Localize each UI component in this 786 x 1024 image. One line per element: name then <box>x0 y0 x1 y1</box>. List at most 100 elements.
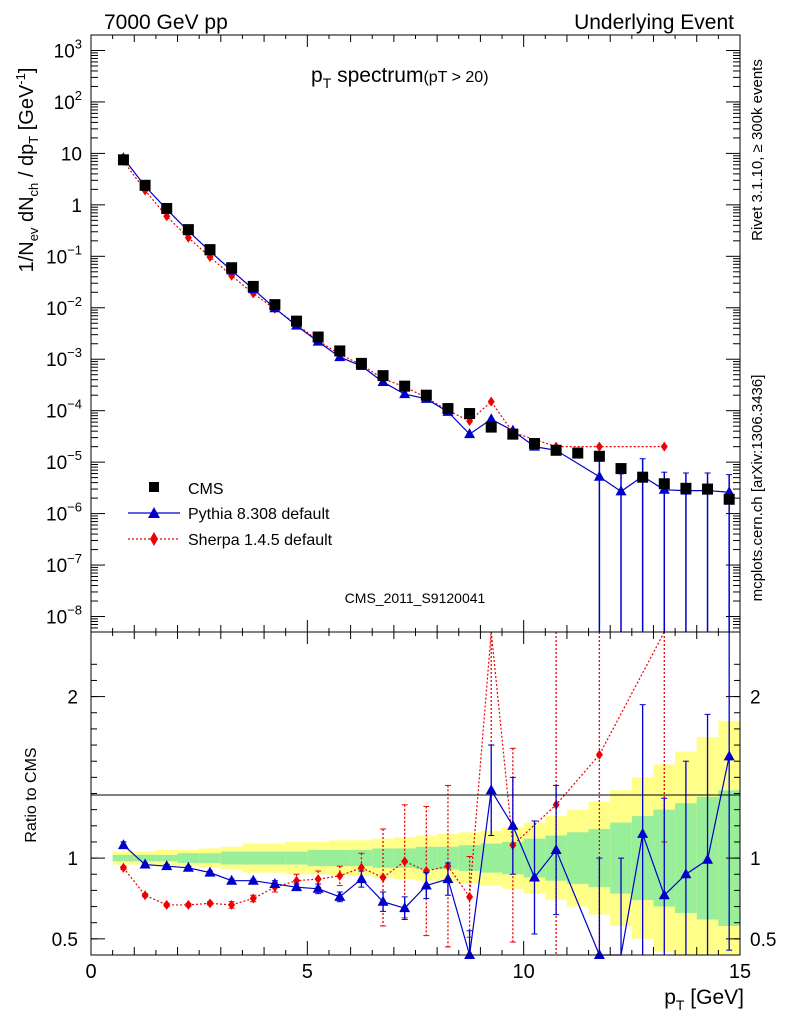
ytick-ratio-label-right: 2 <box>750 688 761 709</box>
pythia-ratio-point <box>593 949 605 959</box>
sherpa-line <box>122 160 665 448</box>
pythia-point <box>593 470 605 481</box>
pythia-ratio-point <box>442 873 454 884</box>
cms-point <box>226 262 238 274</box>
pythia-point <box>485 413 497 424</box>
ratio-band-inner <box>415 846 438 870</box>
cms-point <box>485 421 497 433</box>
sherpa-ratio-point <box>379 872 387 883</box>
legend-marker-sherpa <box>150 532 158 546</box>
pythia-point <box>464 428 476 439</box>
cms-point <box>615 463 627 475</box>
cms-point <box>182 224 194 236</box>
cms-point <box>399 380 411 392</box>
ytick-main-label: 102 <box>54 88 82 114</box>
ytick-main-label: 103 <box>54 36 82 62</box>
pythia-ratio-point <box>550 844 562 855</box>
ytick-main-label: 10 <box>61 144 82 165</box>
sherpa-point <box>206 251 214 262</box>
xtick-label: 0 <box>85 961 96 983</box>
sherpa-point <box>595 441 603 452</box>
cms-point <box>355 357 367 369</box>
xtick-label: 10 <box>513 961 535 983</box>
ratio-band-inner <box>177 853 200 863</box>
main-yaxis-label-text: 1/Nev dNch / dpT [GeV-1] <box>13 68 41 273</box>
ytick-main-label: 1 <box>71 196 82 217</box>
xaxis-label: pT [GeV] <box>664 986 744 1013</box>
cms-point <box>204 244 216 256</box>
cms-point <box>377 370 389 382</box>
pythia-point <box>723 486 735 497</box>
pythia-ratio-point <box>269 877 281 888</box>
cms-point <box>420 389 432 401</box>
pythia-ratio-point <box>702 853 714 864</box>
sherpa-ratio-point <box>357 862 365 873</box>
pythia-ratio-point <box>117 839 129 850</box>
pythia-ratio-point <box>637 827 649 838</box>
ratio-band-inner <box>264 851 286 865</box>
legend: CMS Pythia 8.308 default Sherpa 1.4.5 de… <box>128 481 333 549</box>
cms-point <box>658 478 670 490</box>
ratio-panel: 2 2 1 1 0.5 0.5 Ratio to CMS <box>23 631 776 959</box>
plot-title: pT spectrum(pT > 20) <box>311 64 489 91</box>
sherpa-ratio-point <box>595 749 603 760</box>
cms-point <box>269 299 281 311</box>
main-panel: 10310210110−110−210−310−410−510−610−710−… <box>13 34 741 633</box>
xaxis-label-rest: [GeV] <box>684 986 744 1009</box>
pythia-ratio-point <box>485 784 497 795</box>
rivet-note: Rivet 3.1.10, ≥ 300k events <box>749 59 766 241</box>
cms-point <box>680 482 692 494</box>
pythia-ratio-point <box>377 895 389 906</box>
sherpa-ratio-point <box>206 898 214 909</box>
sherpa-point <box>487 396 495 407</box>
ytick-ratio-label-right: 1 <box>750 849 761 870</box>
pythia-point <box>615 485 627 496</box>
pythia-ratio-point <box>226 874 238 885</box>
pythia-ratio-point <box>161 860 173 871</box>
cms-point <box>507 428 519 440</box>
ratio-band-inner <box>112 854 135 862</box>
pythia-ratio-point <box>355 873 367 884</box>
pythia-ratio-point <box>399 902 411 913</box>
pythia-ratio-point <box>464 949 476 959</box>
legend-marker-pythia <box>148 507 160 518</box>
ytick-main-label: 10−7 <box>46 551 82 577</box>
mcplots-note: mcplots.cern.ch [arXiv:1306.3436] <box>749 375 766 602</box>
pythia-ratio-point <box>204 866 216 877</box>
ratio-band-inner <box>480 843 503 873</box>
pythia-ratio-point <box>658 889 670 900</box>
legend-label-pythia: Pythia 8.308 default <box>188 506 330 523</box>
sherpa-ratio-point <box>141 890 149 901</box>
ratio-yaxis-label: Ratio to CMS <box>23 747 40 842</box>
sherpa-ratio-point <box>119 862 127 873</box>
main-yaxis-label: 1/Nev dNch / dpT [GeV-1] <box>13 68 41 273</box>
watermark: CMS_2011_S9120041 <box>345 590 486 606</box>
plot-title-p: p <box>311 64 323 87</box>
ratio-band-inner <box>566 832 589 884</box>
pythia-line <box>122 157 730 493</box>
ratio-band-inner <box>328 850 351 867</box>
ratio-band-inner <box>242 851 265 865</box>
cms-point <box>528 438 540 450</box>
cms-point <box>312 331 324 343</box>
ytick-main-label: 10−3 <box>46 345 82 371</box>
legend-label-cms: CMS <box>188 481 224 498</box>
cms-point <box>334 345 346 357</box>
cms-point <box>442 403 454 415</box>
sherpa-ratio-point <box>184 899 192 910</box>
legend-label-sherpa: Sherpa 1.4.5 default <box>188 532 333 549</box>
ratio-band-inner <box>199 853 221 863</box>
pythia-ratio-point <box>420 879 432 890</box>
sherpa-ratio-point <box>314 874 322 885</box>
pythia-ratio-point <box>291 881 303 892</box>
plot-title-rest: spectrum <box>331 64 423 87</box>
sherpa-ratio-point <box>163 899 171 910</box>
cms-point <box>161 202 173 214</box>
sherpa-ratio-point <box>466 891 474 902</box>
pythia-ratio-point <box>312 882 324 893</box>
cms-point <box>247 280 259 292</box>
xtick-label: 15 <box>729 961 751 983</box>
energy-label: 7000 GeV pp <box>104 11 228 34</box>
legend-marker-cms <box>149 482 159 492</box>
xaxis-label-sub: T <box>676 997 685 1013</box>
